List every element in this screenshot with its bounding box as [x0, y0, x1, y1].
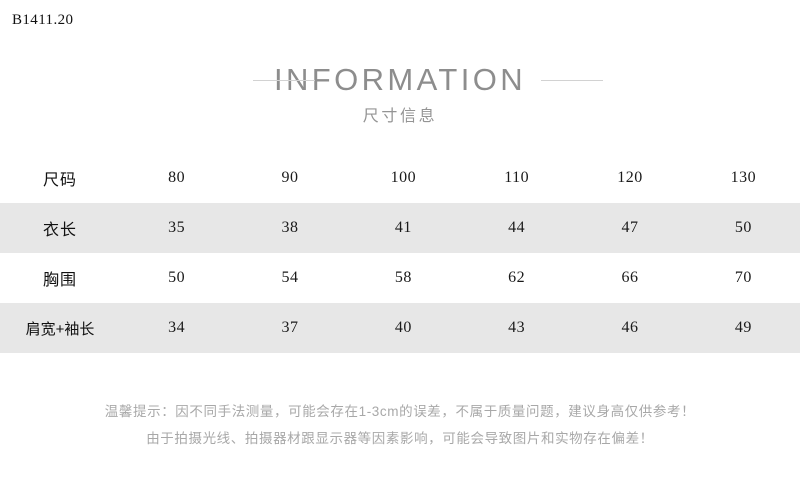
- row-length-value-90: 38: [281, 219, 299, 236]
- row-length-value-120: 47: [621, 219, 639, 236]
- header-size-130: 130: [730, 169, 757, 186]
- header-label: 尺码: [42, 172, 77, 189]
- note-line-measurement: 温馨提示：因不同手法测量，可能会存在1-3cm的误差，不属于质量问题，建议身高仅…: [104, 404, 696, 419]
- header-size-120: 120: [617, 169, 643, 186]
- row-bust-value-90: 54: [281, 269, 299, 286]
- row-length-value-110: 44: [508, 219, 526, 236]
- title-row: INFORMATION: [0, 58, 800, 100]
- page-title: INFORMATION 尺寸信息: [0, 58, 800, 125]
- table-row: 胸围 50 54 58 62 66 70: [0, 253, 800, 303]
- title-rule-right: [541, 80, 603, 81]
- title-rule-left: [253, 80, 315, 81]
- title-subtitle: 尺寸信息: [362, 108, 438, 125]
- header-size-90: 90: [281, 169, 299, 186]
- table-row: 肩宽+袖长 34 37 40 43 46 49: [0, 303, 800, 353]
- row-length-value-100: 41: [394, 219, 412, 236]
- product-code: B1411.20: [12, 12, 74, 28]
- row-shoulder-sleeve-value-100: 40: [394, 319, 412, 336]
- row-bust-value-130: 70: [734, 269, 752, 286]
- footer-notes: 温馨提示：因不同手法测量，可能会存在1-3cm的误差，不属于质量问题，建议身高仅…: [0, 398, 800, 452]
- row-label-bust: 胸围: [42, 272, 77, 289]
- size-table: 尺码 80 90 100 110 120 130 衣长 35 38 41 44 …: [0, 153, 800, 353]
- title-main: INFORMATION: [273, 61, 527, 97]
- note-line-color: 由于拍摄光线、拍摄器材跟显示器等因素影响，可能会导致图片和实物存在偏差！: [146, 431, 654, 446]
- row-shoulder-sleeve-value-130: 49: [734, 319, 752, 336]
- row-bust-value-120: 66: [621, 269, 639, 286]
- row-label-shoulder-sleeve: 肩宽+袖长: [25, 320, 95, 338]
- table-row: 衣长 35 38 41 44 47 50: [0, 203, 800, 253]
- header-size-110: 110: [504, 169, 530, 186]
- row-label-length: 衣长: [42, 222, 77, 239]
- table-header-row: 尺码 80 90 100 110 120 130: [0, 153, 800, 203]
- row-length-value-80: 35: [168, 219, 186, 236]
- header-size-100: 100: [390, 169, 417, 186]
- row-bust-value-80: 50: [168, 269, 186, 286]
- header-size-80: 80: [168, 169, 186, 186]
- row-shoulder-sleeve-value-120: 46: [621, 319, 639, 336]
- row-bust-value-100: 58: [394, 269, 412, 286]
- row-length-value-130: 50: [734, 219, 752, 236]
- row-shoulder-sleeve-value-90: 37: [281, 319, 299, 336]
- row-shoulder-sleeve-value-80: 34: [168, 319, 186, 336]
- row-bust-value-110: 62: [508, 269, 526, 286]
- row-shoulder-sleeve-value-110: 43: [508, 319, 526, 336]
